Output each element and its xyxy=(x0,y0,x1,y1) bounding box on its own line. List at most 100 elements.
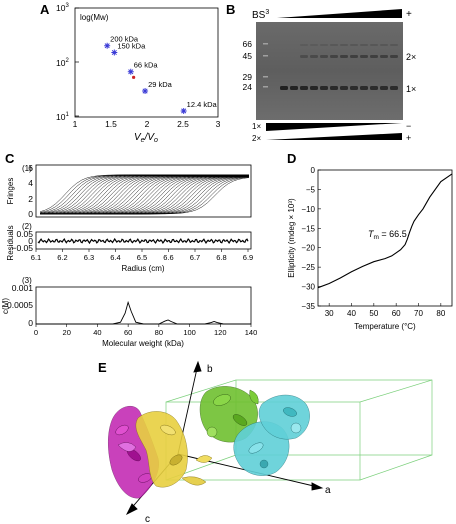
svg-text:0: 0 xyxy=(28,318,33,328)
c1-fringes xyxy=(39,174,250,215)
b-band-upper xyxy=(340,44,348,46)
c1-fringe-scan xyxy=(40,175,249,215)
c2-xtick-label: 6.5 xyxy=(137,253,147,262)
a-xtick-1-5: 1.5 xyxy=(105,119,117,129)
b-band-dimer xyxy=(310,55,318,58)
d-xtick-label: 80 xyxy=(436,309,445,318)
c3-xtick-label: 80 xyxy=(155,328,163,337)
b-band-monomer xyxy=(330,86,338,90)
d-ylabel: Ellipticity (mdeg × 10³) xyxy=(287,198,296,278)
c-sub2: (2) xyxy=(22,222,32,231)
a-xtick-1: 1 xyxy=(73,119,78,129)
d-xtick-label: 40 xyxy=(347,309,356,318)
b-band-monomer xyxy=(350,86,358,90)
b-band-1x: 1× xyxy=(406,84,416,94)
d-ytick-label: −30 xyxy=(301,283,315,292)
b-band-dimer xyxy=(330,55,338,58)
b-band-monomer xyxy=(290,86,298,90)
b-band-dimer xyxy=(320,55,328,58)
b-ladder-24: 24 xyxy=(243,82,253,92)
b-band-dimer xyxy=(380,55,388,58)
c1-ylabel: Fringes xyxy=(6,178,15,205)
a-ytick-100: 102 xyxy=(56,58,69,68)
d-yticks: 0 −5 −10 −15 −20 −25 −30 −35 xyxy=(301,166,321,311)
a-point-label-3: 29 kDa xyxy=(148,80,173,89)
b-band-monomer xyxy=(310,86,318,90)
e-axis-c: c xyxy=(145,514,150,524)
d-tm-annotation: Tm = 66.5 xyxy=(368,229,407,241)
c1-fringe-scan xyxy=(40,176,249,215)
a-xtick-2: 2 xyxy=(145,119,150,129)
c1-fringe-scan xyxy=(40,175,249,215)
c2-xticks: 6.1 6.2 6.3 6.4 6.5 6.6 6.7 6.8 6.9 xyxy=(31,249,253,262)
b-band-upper xyxy=(380,44,388,46)
panel-c: (1) Fringes 0 2 4 6 (2) Residuals 0.05 0… xyxy=(1,163,257,348)
c1-fringe-scan xyxy=(40,175,249,215)
c2-xtick-label: 6.4 xyxy=(110,253,120,262)
b-band-dimer xyxy=(340,55,348,58)
panel-a: 103 102 101 log(Mw) 1 1.5 2 2.5 3 Ve/Vo … xyxy=(56,3,221,144)
e-subunit-green xyxy=(199,386,259,443)
c2-xlabel: Radius (cm) xyxy=(121,264,164,273)
a-point-label-0: 200 kDa xyxy=(110,35,139,44)
c3-distribution-line xyxy=(36,300,251,325)
panel-label-e: E xyxy=(98,360,107,375)
d-xtick-label: 70 xyxy=(414,309,423,318)
c2-residuals xyxy=(37,237,249,245)
a-ylabel: log(Mw) xyxy=(80,13,109,22)
panel-label-a: A xyxy=(40,2,50,17)
c2-xtick-label: 6.2 xyxy=(57,253,67,262)
d-xtick-label: 30 xyxy=(325,309,334,318)
c2-xtick-label: 6.8 xyxy=(216,253,226,262)
b-band-upper xyxy=(350,44,358,46)
e-axis-a: a xyxy=(325,485,331,496)
a-ytick-10: 101 xyxy=(56,112,69,122)
b-gel xyxy=(256,22,403,120)
c1-fringe-scan xyxy=(39,174,249,214)
svg-text:6: 6 xyxy=(28,163,33,173)
b-band-monomer xyxy=(360,86,368,90)
a-marker-1 xyxy=(111,49,118,56)
c3-ylabel: c(M) xyxy=(1,298,10,314)
c3-frame xyxy=(35,286,252,325)
a-point-label-1: 150 kDa xyxy=(117,41,146,50)
c2-xtick-label: 6.3 xyxy=(84,253,94,262)
b-plus-bottom: + xyxy=(406,133,411,143)
b-band-dimer xyxy=(360,55,368,58)
c1-fringe-scan xyxy=(39,174,249,213)
a-xtick-3: 3 xyxy=(216,119,221,129)
a-sample-marker xyxy=(132,75,136,79)
c3-xtick-label: 60 xyxy=(124,328,132,337)
a-point-label-4: 12.4 kDa xyxy=(187,100,218,109)
b-minus: − xyxy=(406,121,411,131)
c2-xtick-label: 6.1 xyxy=(31,253,41,262)
c3-xticks: 0 20 40 60 80 100 120 140 xyxy=(34,324,257,337)
c1-fringe-scan xyxy=(40,175,249,215)
b-ladder-29: 29 xyxy=(243,72,253,82)
a-ytick-1000: 103 xyxy=(56,3,69,13)
d-ytick-label: −15 xyxy=(301,224,315,233)
c3-xtick-label: 20 xyxy=(63,328,71,337)
b-band-monomer xyxy=(300,86,308,90)
b-band-monomer xyxy=(340,86,348,90)
c-sub3: (3) xyxy=(22,276,32,285)
c3-xtick-label: 40 xyxy=(93,328,101,337)
b-band-monomer xyxy=(280,86,288,90)
d-ytick-label: −35 xyxy=(301,302,315,311)
d-ytick-label: −10 xyxy=(301,205,315,214)
d-xlabel: Temperature (°C) xyxy=(354,322,416,331)
c2-residual-trace xyxy=(37,237,249,245)
c3-xtick-label: 100 xyxy=(183,328,196,337)
b-band-upper xyxy=(330,44,338,46)
panel-label-b: B xyxy=(226,2,235,17)
b-band-dimer xyxy=(300,55,308,58)
d-xticks: 30 40 50 60 70 80 xyxy=(325,303,446,318)
c2-xtick-label: 6.9 xyxy=(243,253,253,262)
a-point-label-2: 66 kDa xyxy=(134,61,159,70)
c1-fringe-scan xyxy=(40,175,249,215)
c1-fringe-scan xyxy=(40,175,249,215)
b-band-monomer xyxy=(380,86,388,90)
c2-xtick-label: 6.6 xyxy=(163,253,173,262)
